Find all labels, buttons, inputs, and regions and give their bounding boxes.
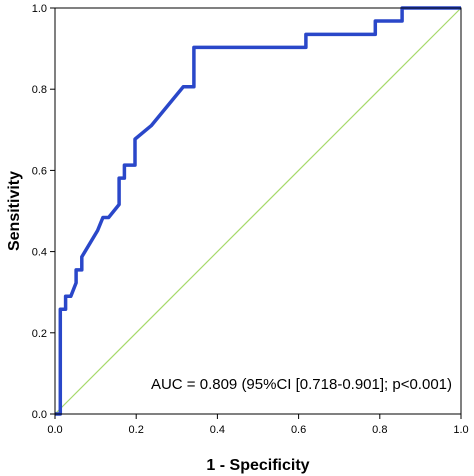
roc-curve [55,6,461,416]
x-tick-label: 0.2 [129,424,144,436]
x-tick-label: 0.4 [210,424,225,436]
y-tick-label: 1.0 [32,3,47,15]
x-tick-label: 1.0 [453,424,468,436]
plot-area [54,6,462,416]
plot-frame [54,7,462,415]
axes: 0.0 0.2 0.4 0.6 0.8 1.0 0.0 0.2 0.4 0.6 0.8 1.0 [32,3,469,436]
y-tick-label: 0.6 [32,165,47,177]
y-tick-label: 0.8 [32,84,47,96]
x-tick-label: 0.6 [291,424,306,436]
x-tick-label: 0.8 [372,424,387,436]
y-tick-label: 0.4 [32,247,47,259]
y-axis-title: Sensitivity [6,171,23,251]
y-tick-label: 0.2 [32,328,47,340]
reference-line [54,7,462,415]
auc-annotation: AUC = 0.809 (95%CI [0.718-0.901]; p<0.00… [151,376,452,393]
x-tick-label: 0.0 [47,424,62,436]
x-axis-title: 1 - Specificity [206,457,309,474]
y-tick-label: 0.0 [32,409,47,421]
